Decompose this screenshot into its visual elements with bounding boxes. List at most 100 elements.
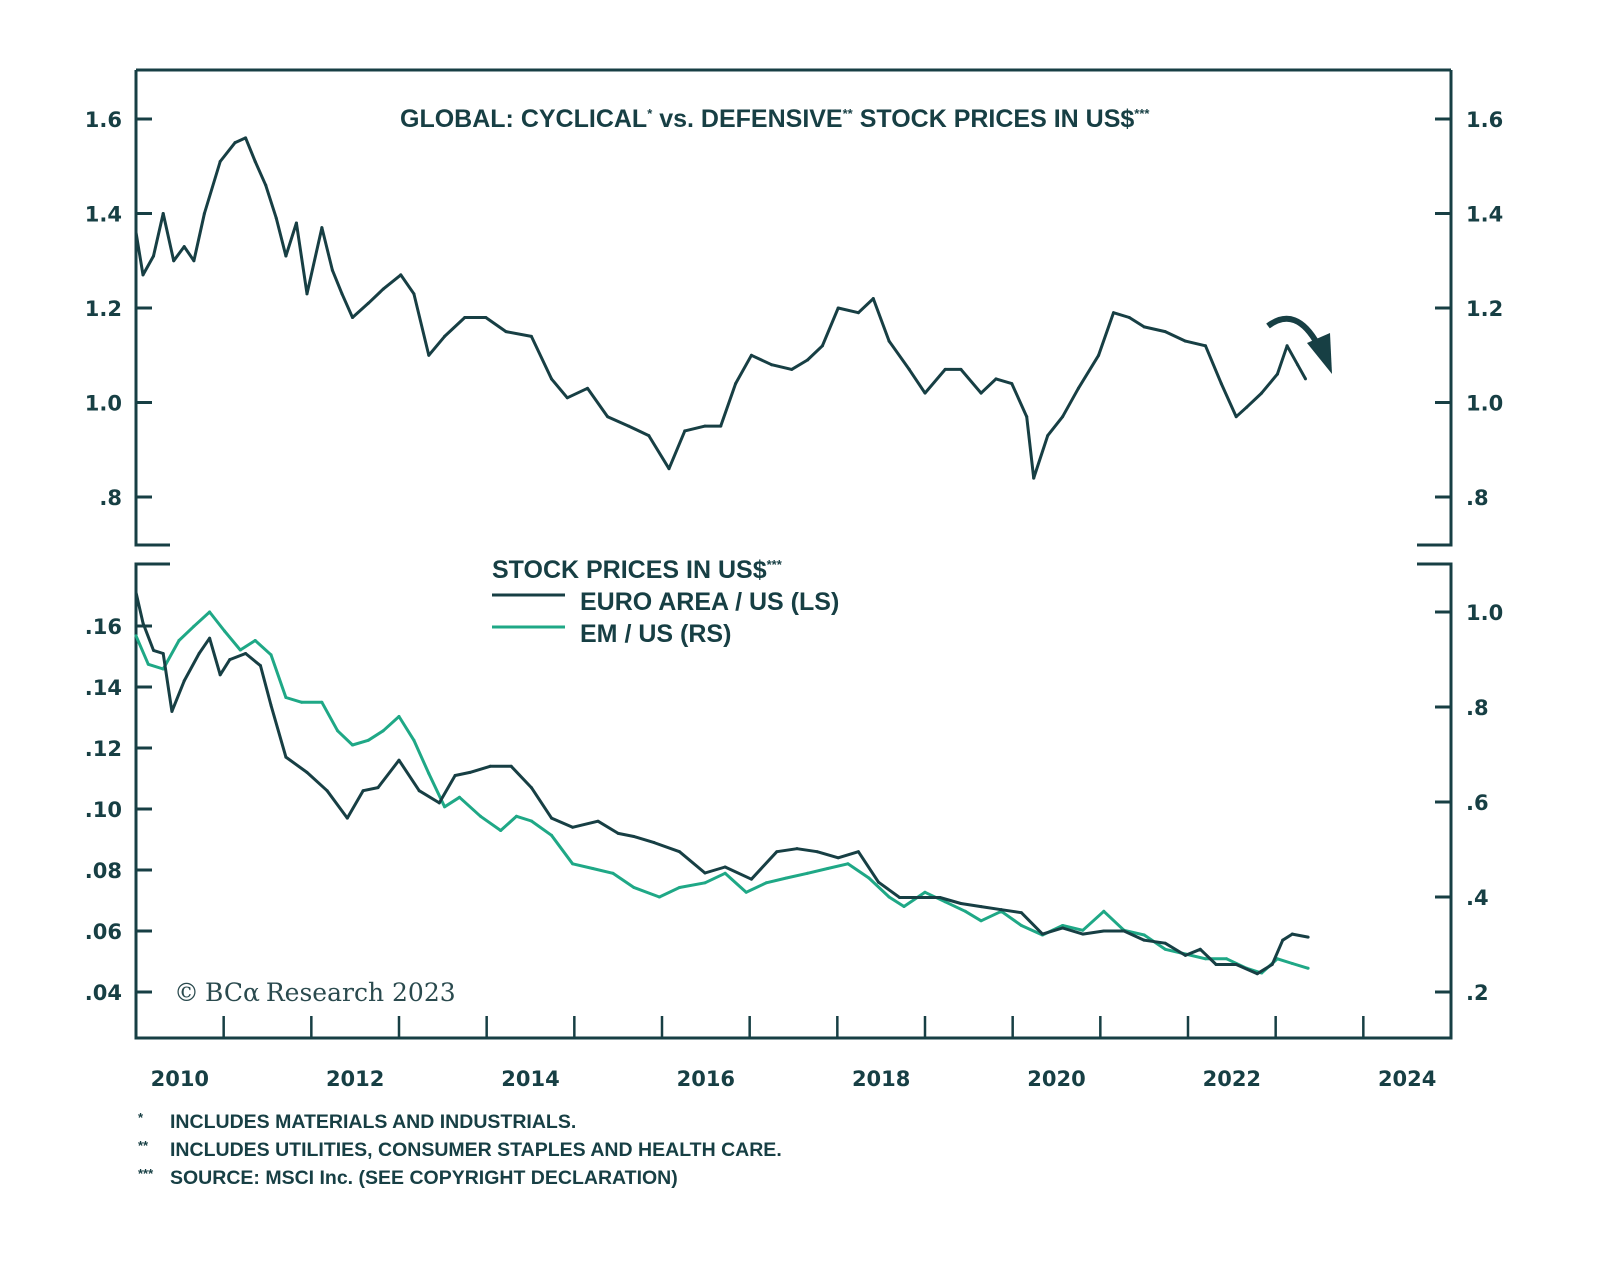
em-us-line-point — [745, 891, 748, 894]
x-tick-label: 2014 — [501, 1067, 559, 1091]
right-y-tick-label: 1.4 — [1466, 203, 1503, 227]
footnotes: * INCLUDES MATERIALS AND INDUSTRIALS. **… — [138, 1108, 782, 1192]
em-us-line-point — [724, 872, 727, 875]
bottom-series-group — [135, 591, 1310, 975]
em-us-line — [136, 612, 1308, 973]
cyclical-vs-defensive-line-point — [888, 340, 891, 343]
em-us-line-point — [1307, 967, 1310, 970]
em-us-line-point — [591, 867, 594, 870]
right-y-tick-label: .8 — [1466, 486, 1489, 510]
left-y-tick-label: .04 — [85, 981, 122, 1005]
euro-area-us-line-point — [346, 817, 349, 820]
em-us-line-point — [336, 729, 339, 732]
cyclical-vs-defensive-line-point — [806, 358, 809, 361]
cyclical-vs-defensive-line-point — [647, 434, 650, 437]
em-us-line-point — [427, 772, 430, 775]
cyclical-vs-defensive-line-point — [1077, 387, 1080, 390]
left-y-tick-label: .12 — [85, 737, 122, 761]
cyclical-vs-defensive-line-point — [135, 231, 138, 234]
em-us-line-point — [458, 796, 461, 799]
cyclical-vs-defensive-line-point — [351, 316, 354, 319]
em-us-line-point — [658, 896, 661, 899]
euro-area-us-line-point — [259, 664, 262, 667]
cyclical-vs-defensive-line-point — [1184, 340, 1187, 343]
cyclical-vs-defensive-line-point — [857, 311, 860, 314]
euro-area-us-line-point — [1102, 930, 1105, 933]
cyclical-vs-defensive-line-point — [790, 368, 793, 371]
cyclical-vs-defensive-line-point — [382, 288, 385, 291]
euro-area-us-line-point — [632, 835, 635, 838]
euro-area-us-line-point — [1291, 933, 1294, 936]
right-y-tick-label: .4 — [1466, 886, 1489, 910]
left-y-tick-label: .10 — [85, 798, 122, 822]
em-us-line-point — [177, 639, 180, 642]
cyclical-vs-defensive-line-point — [1025, 415, 1028, 418]
right-y-tick-label: 1.0 — [1466, 392, 1503, 416]
em-us-line-point — [208, 611, 211, 614]
x-tick-label: 2016 — [677, 1067, 735, 1091]
cyclical-vs-defensive-line-point — [183, 245, 186, 248]
cyclical-vs-defensive-line-point — [550, 377, 553, 380]
cyclical-vs-defensive-line-point — [980, 392, 983, 395]
em-us-line-point — [1102, 910, 1105, 913]
euro-area-us-line-point — [1081, 933, 1084, 936]
top-panel-frame — [136, 70, 1451, 545]
cyclical-vs-defensive-line-point — [924, 392, 927, 395]
y-tick-label: 1.4 — [85, 203, 122, 227]
cyclical-vs-defensive-line-point — [1143, 325, 1146, 328]
cyclical-vs-defensive-line-point — [959, 368, 962, 371]
em-us-line-point — [785, 877, 788, 880]
footnote-text: INCLUDES UTILITIES, CONSUMER STAPLES AND… — [170, 1136, 782, 1164]
euro-area-us-line-point — [284, 756, 287, 759]
cyclical-vs-defensive-line-point — [1276, 373, 1279, 376]
y-tick-label: .8 — [99, 486, 122, 510]
em-us-line-point — [1143, 934, 1146, 937]
em-us-line-point — [254, 639, 257, 642]
cyclical-vs-defensive-line-point — [254, 160, 257, 163]
euro-area-us-line-point — [1256, 972, 1259, 975]
cyclical-vs-defensive-line-point — [586, 387, 589, 390]
euro-area-us-line-point — [170, 710, 173, 713]
cyclical-vs-defensive-line-point — [275, 217, 278, 220]
x-axis: 20102012201420162018202020222024 — [151, 1016, 1437, 1091]
em-us-line-point — [192, 625, 195, 628]
footnote-mark: *** — [138, 1164, 170, 1192]
euro-area-us-line-point — [877, 881, 880, 884]
right-y-tick-label: .8 — [1466, 696, 1489, 720]
em-us-line-point — [902, 905, 905, 908]
euro-area-us-line-point — [1164, 942, 1167, 945]
em-us-line-point — [479, 815, 482, 818]
bottom-left-axis: .16.14.12.10.08.06.04 — [85, 615, 152, 1005]
chart-figure: GLOBAL: CYCLICAL* vs. DEFENSIVE** STOCK … — [0, 0, 1600, 1263]
euro-area-us-line-point — [135, 591, 138, 594]
em-us-line-point — [147, 663, 150, 666]
y-tick-label: 1.2 — [85, 297, 122, 321]
em-us-line-point — [320, 701, 323, 704]
euro-area-us-line-point — [1281, 939, 1284, 942]
cyclical-vs-defensive-line-point — [412, 292, 415, 295]
cyclical-vs-defensive-line-point — [683, 429, 686, 432]
euro-area-us-line-point — [489, 765, 492, 768]
em-us-line-point — [398, 715, 401, 718]
cyclical-vs-defensive-line-point — [152, 255, 155, 258]
em-us-line-point — [846, 862, 849, 865]
euro-area-us-line-point — [362, 789, 365, 792]
euro-area-us-line-point — [1307, 936, 1310, 939]
euro-area-us-line-point — [678, 850, 681, 853]
em-us-line-point — [964, 910, 967, 913]
y-tick-label: 1.0 — [85, 392, 122, 416]
right-y-tick-label: .2 — [1466, 981, 1489, 1005]
euro-area-us-line-point — [1123, 930, 1126, 933]
euro-area-us-line-point — [775, 850, 778, 853]
cyclical-vs-defensive-line-point — [566, 396, 569, 399]
top-panel: GLOBAL: CYCLICAL* vs. DEFENSIVE** STOCK … — [85, 70, 1503, 545]
cyclical-vs-defensive-line-point — [872, 297, 875, 300]
em-us-line-point — [284, 696, 287, 699]
em-us-line-point — [351, 744, 354, 747]
euro-area-us-line-point — [796, 847, 799, 850]
cyclical-vs-defensive-line-point — [703, 425, 706, 428]
em-us-line-point — [367, 739, 370, 742]
euro-area-us-line-point — [918, 896, 921, 899]
em-us-line-point — [980, 919, 983, 922]
footnote-text: INCLUDES MATERIALS AND INDUSTRIALS. — [170, 1108, 576, 1136]
